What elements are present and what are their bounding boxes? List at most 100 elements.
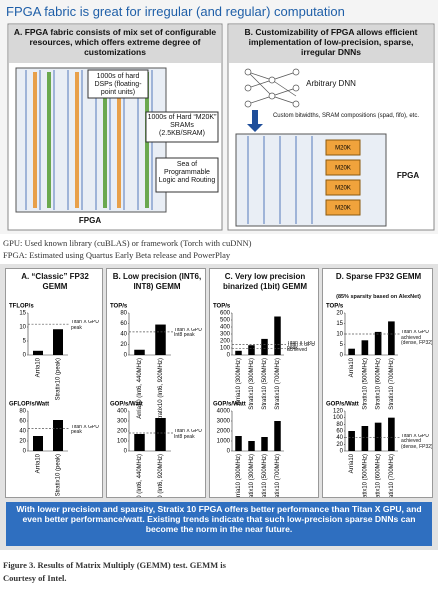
sram-label: 1000s of Hard “M20K” SRAMs (2.5KB/SRAM) [147,114,217,137]
y-tick-label: 20 [120,342,127,348]
bar [235,436,242,451]
reference-label: Titan X GPU Int8 peak [174,327,202,339]
sram-callout [145,111,219,143]
caption-line: Courtesy of Intel. [3,573,67,583]
top-graphics: M20K M20K M20K M20K [7,23,435,231]
block-label: M20K [335,146,351,152]
y-tick-label: 400 [117,409,128,415]
category-label: Stratix10 (500MHz) [262,358,268,410]
y-tick-label: 300 [117,419,128,425]
bar [53,420,63,451]
y-tick-label: 15 [336,321,343,327]
y-tick-label: 60 [19,419,26,425]
panel-title: C. Very low precision binarized (1bit) G… [223,272,307,291]
y-tick-label: 120 [333,409,344,415]
y-tick-label: 15 [19,311,26,317]
bar [235,350,242,355]
bar [361,340,369,355]
category-label: Stratix10 (500MHz) [362,358,368,410]
category-label: Stratix10 (Int6, 920MHz) [158,358,164,423]
y-tick-label: 0 [23,449,27,455]
bar [374,422,382,451]
sram-columns [33,72,121,208]
logic-callout [155,157,219,193]
logic-label: Sea of Programmable Logic and Routing [158,161,216,184]
category-label: Stratix10 (500MHz) [362,454,368,497]
y-tick-label: 60 [120,321,127,327]
y-tick-label: 200 [220,339,231,345]
category-label: Stratix10 (700MHz) [275,358,281,410]
bar [274,421,281,451]
bar [388,321,395,355]
result-panel: B. Low precision (INT6, INT8) GEMM TOP/s 0… [106,268,206,498]
category-label: Arria10 (Int6, 440MHz) [137,358,143,419]
category-label: Stratix10 (peak) [56,358,62,400]
y-tick-label: 200 [117,429,128,435]
category-label: Arria10 [349,453,355,473]
bar [248,441,255,451]
y-tick-label: 1000 [217,439,231,445]
bar [155,324,166,355]
reference-box: Titan X GPU achieved (dense, FP32) [401,330,432,346]
reference-box: Titan X GPU Int8 peak [174,327,202,339]
category-label: Arria10 (300MHz) [236,358,242,405]
reference-box: Titan X GPU peak [71,424,99,435]
y-tick-label: 10 [19,325,26,331]
category-label: Arria10 (Int6, 440MHz) [137,454,143,497]
y-tick-label: 60 [336,429,343,435]
reference-box: Titan X GPU peak [71,320,99,331]
note-label: Custom bitwidths, SRAM compositions (spa… [272,113,420,119]
y-tick-label: 0 [227,449,231,455]
panel-a-title: A. FPGA fabric consists of mix set of co… [13,27,217,57]
bar [388,417,395,451]
category-label: Stratix10 (600MHz) [376,358,382,410]
m20k-labels: M20K M20K M20K M20K [335,146,351,212]
panel-title: A. “Classic” FP32 GEMM [21,272,89,291]
y-tick-label: 2000 [217,429,231,435]
y-tick-label: 20 [336,442,343,448]
y-tick-label: 0 [227,353,231,359]
y-axis-label: GFLOP/s/Watt [9,402,49,408]
y-tick-label: 20 [336,311,343,317]
panel-charts: TOP/s 0 5 10 15 20 Arria10 Stratix10 (500MHz) St… [326,304,432,497]
reference-label: Titan X GPU peak [71,320,99,331]
y-tick-label: 100 [117,439,128,445]
bar [348,431,355,451]
panel-charts: TOP/s 0 20 40 60 80 Arria10 (Int6, 440MHz) Stra… [110,304,202,497]
category-label: Stratix10 (700MHz) [389,358,395,410]
category-label: Stratix10 (600MHz) [376,454,382,497]
result-panel: A. “Classic” FP32 GEMM TFLOP/s 0 5 10 15 Arria… [5,268,103,498]
block-label: M20K [335,206,351,212]
y-tick-label: 0 [124,353,128,359]
y-tick-label: 0 [340,449,344,455]
caption-line: Figure 3. Results of Matrix Multiply (GE… [3,560,226,570]
reference-label: Titan X GPU peak [71,424,99,435]
result-panel: D. Sparse FP32 GEMM (85% sparsity based o… [322,268,433,498]
bar [248,345,255,355]
bar [348,348,355,355]
y-tick-label: 40 [120,332,127,338]
conclusion: With lower precision and sparsity, Strat… [6,502,432,546]
result-panel: C. Very low precision binarized (1bit) G… [209,268,319,498]
block-label: M20K [335,166,351,172]
y-axis-label: TFLOP/s [9,304,34,310]
bar [134,434,145,451]
reference-label: Titan X GPU Int8 peak [174,429,202,440]
bar [261,338,268,355]
bar [374,331,382,355]
y-axis-label: TOP/s [326,304,344,310]
reference-box: Titan X GPU achieved [287,343,315,353]
bar [155,418,166,451]
panel-title: B. Low precision (INT6, INT8) GEMM [112,272,202,291]
y-tick-label: 20 [19,439,26,445]
y-axis-label: TOP/s [213,304,231,310]
panel-b-title: B. Customizability of FPGA allows effici… [244,27,418,57]
y-tick-label: 100 [333,415,344,421]
reference-label: Titan X GPU peak [287,340,315,351]
category-label: Stratix10 (700MHz) [389,454,395,497]
y-tick-label: 80 [120,311,127,317]
y-tick-label: 0 [23,353,27,359]
category-label: Arria10 [349,357,355,377]
y-tick-label: 400 [220,325,231,331]
